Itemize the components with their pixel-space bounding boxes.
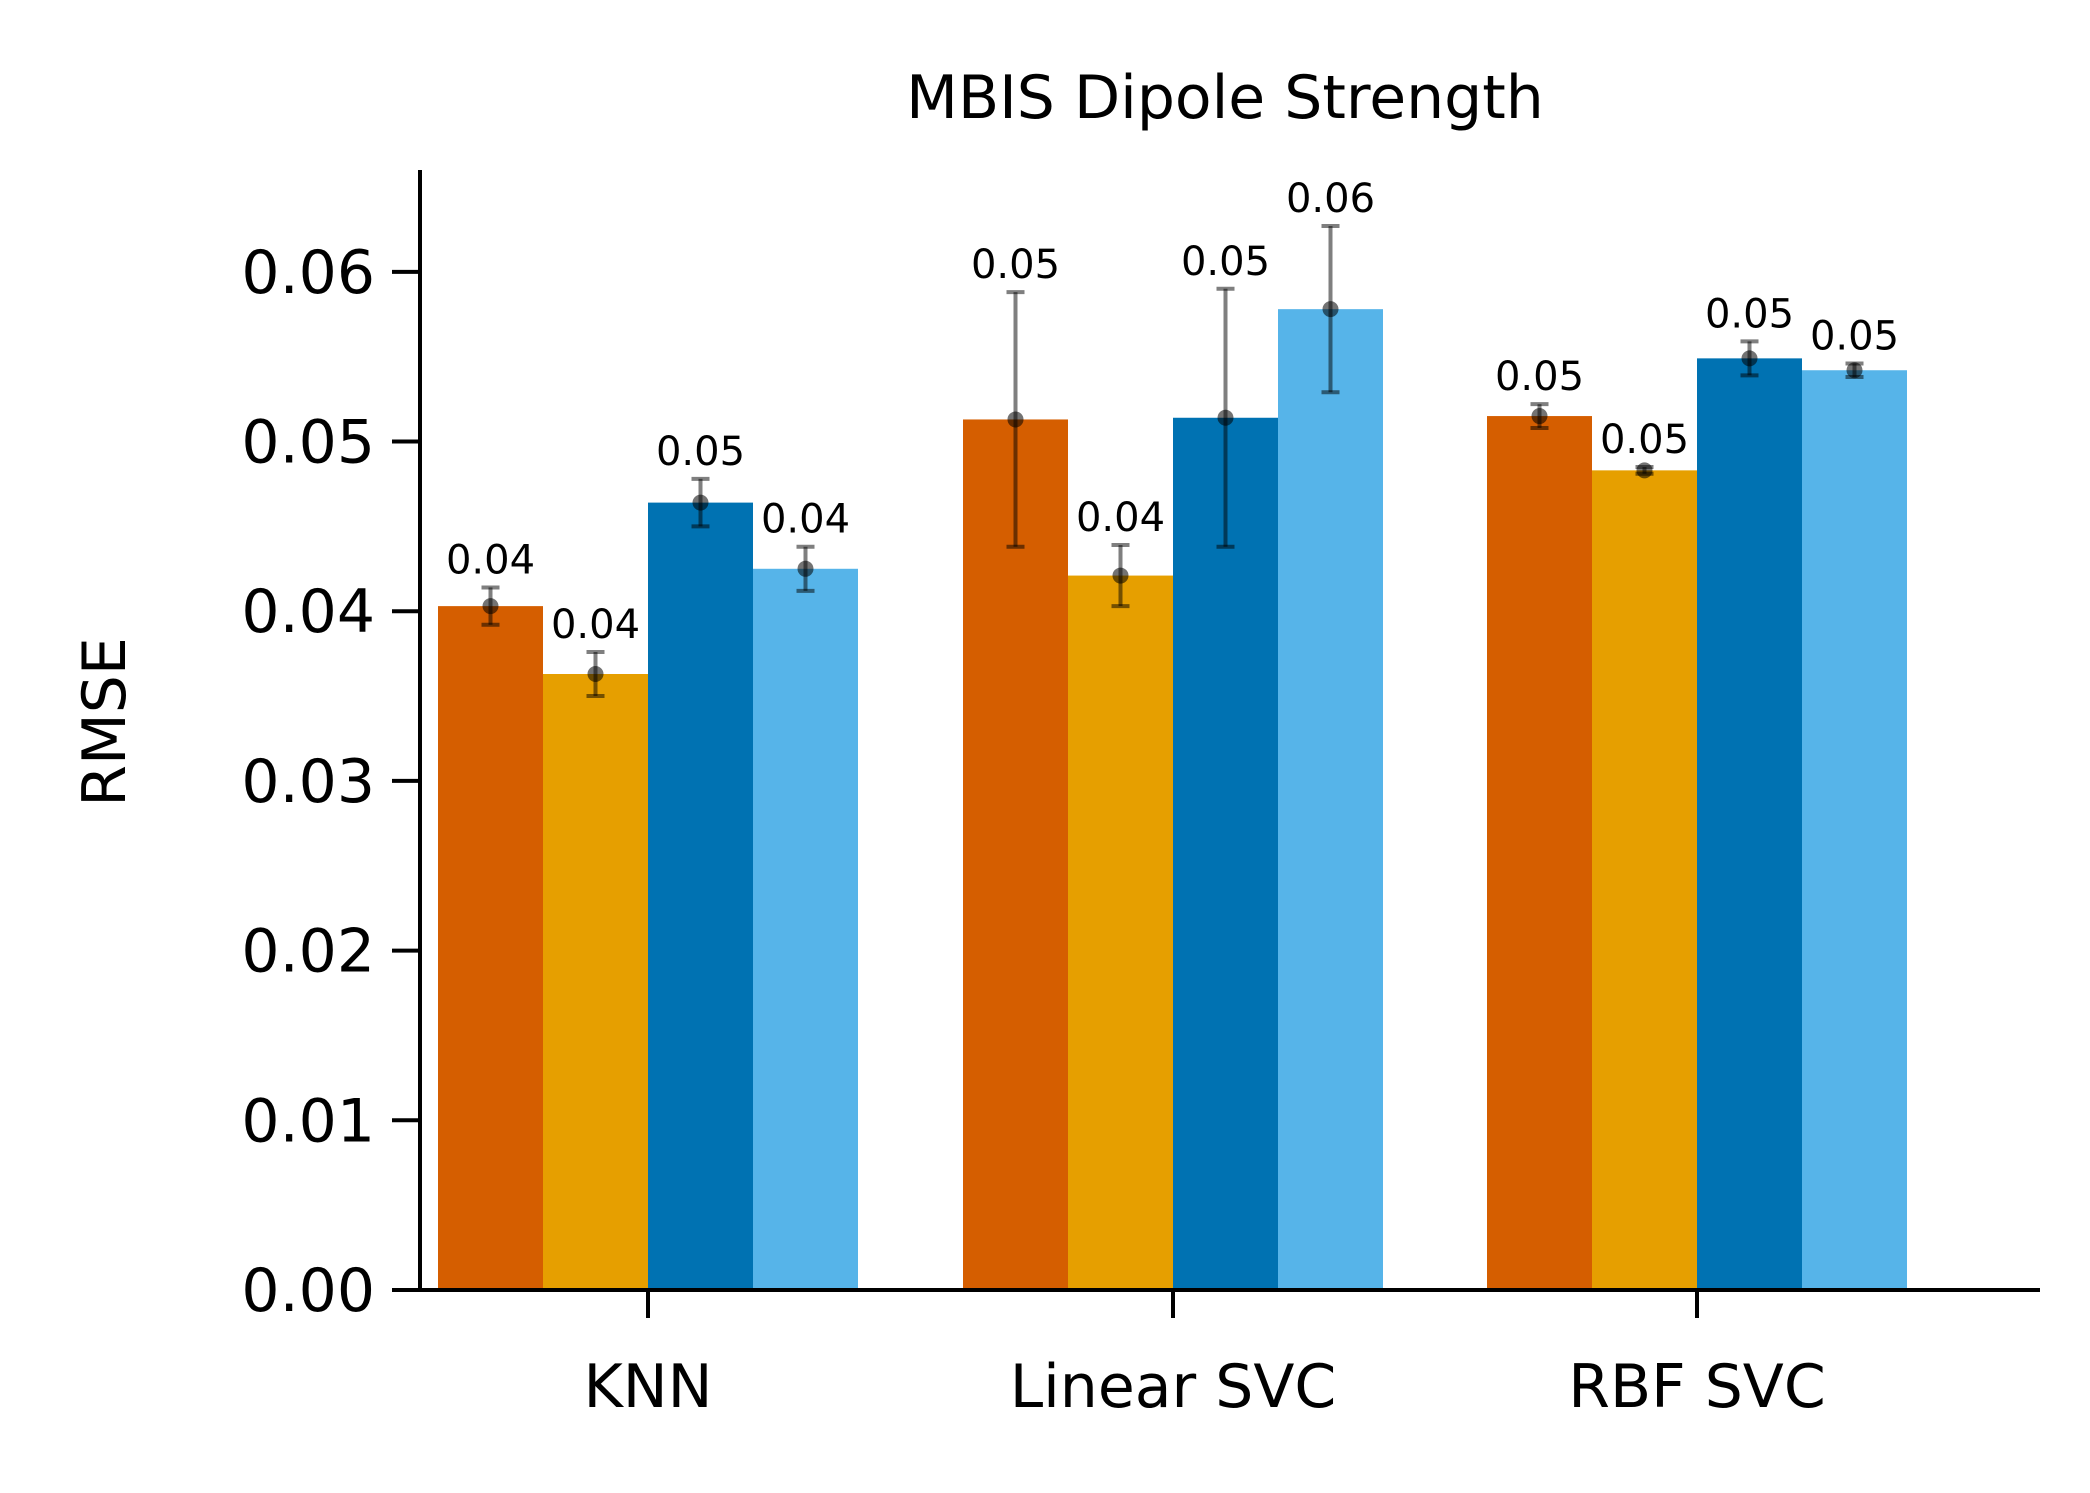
bar bbox=[1173, 417, 1278, 1290]
bar bbox=[1697, 358, 1802, 1290]
x-tick-label: KNN bbox=[583, 1352, 712, 1422]
bar-value-label: 0.04 bbox=[761, 497, 850, 543]
bar-value-label: 0.05 bbox=[1810, 313, 1899, 359]
mean-marker bbox=[1217, 409, 1234, 426]
mean-marker bbox=[1846, 362, 1863, 379]
bar bbox=[543, 674, 648, 1290]
y-tick-label: 0.04 bbox=[241, 577, 375, 647]
bars-layer bbox=[438, 309, 1907, 1291]
bar bbox=[1592, 470, 1697, 1290]
bar bbox=[1802, 370, 1907, 1290]
y-tick-label: 0.06 bbox=[241, 238, 375, 308]
chart-title: MBIS Dipole Strength bbox=[906, 63, 1544, 133]
mean-marker bbox=[1531, 408, 1548, 425]
y-tick-label: 0.02 bbox=[241, 917, 375, 987]
bar-value-label: 0.04 bbox=[551, 602, 640, 648]
bar-value-label: 0.05 bbox=[971, 242, 1060, 288]
bar bbox=[1278, 309, 1383, 1291]
bar bbox=[438, 606, 543, 1290]
bar bbox=[963, 419, 1068, 1290]
mean-marker bbox=[587, 666, 604, 682]
x-tick-label: RBF SVC bbox=[1568, 1352, 1825, 1422]
axes-layer: 0.00 0.01 0.02 0.03 0.04 0.05 0.06 KNN Linear SV… bbox=[241, 170, 2040, 1422]
bar bbox=[1068, 575, 1173, 1290]
bar bbox=[648, 502, 753, 1290]
bar-labels-layer: 0.04 0.04 0.05 0.04 0.05 0.04 0.05 0.06 0.05 0.05… bbox=[446, 176, 1899, 648]
bar bbox=[1487, 416, 1592, 1290]
y-tick-label: 0.00 bbox=[241, 1256, 375, 1326]
mean-marker bbox=[692, 494, 709, 511]
bar-value-label: 0.05 bbox=[656, 429, 745, 475]
mean-marker bbox=[482, 598, 499, 615]
y-axis-label: RMSE bbox=[70, 637, 140, 806]
mean-marker bbox=[1741, 350, 1758, 367]
bar-value-label: 0.06 bbox=[1286, 176, 1375, 222]
y-tick-label: 0.05 bbox=[241, 408, 375, 478]
y-tick-label: 0.03 bbox=[241, 747, 375, 817]
bar-value-label: 0.05 bbox=[1705, 291, 1794, 337]
y-tick-label: 0.01 bbox=[241, 1086, 375, 1156]
bar-value-label: 0.05 bbox=[1495, 354, 1584, 400]
mean-marker bbox=[797, 560, 814, 577]
x-tick-label: Linear SVC bbox=[1010, 1352, 1337, 1422]
mean-marker bbox=[1112, 567, 1129, 584]
bar bbox=[753, 568, 858, 1290]
bar-value-label: 0.05 bbox=[1600, 417, 1689, 463]
mean-marker bbox=[1322, 301, 1339, 318]
mean-marker bbox=[1636, 462, 1653, 479]
bar-value-label: 0.05 bbox=[1181, 239, 1270, 285]
errorbars-layer bbox=[481, 224, 1864, 699]
mean-marker bbox=[1007, 411, 1024, 428]
bar-value-label: 0.04 bbox=[1076, 495, 1165, 541]
bar-value-label: 0.04 bbox=[446, 537, 535, 583]
